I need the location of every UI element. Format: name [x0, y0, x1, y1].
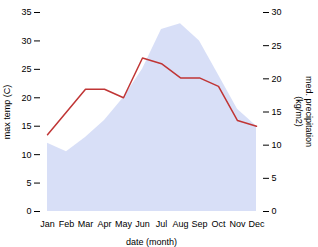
svg-text:25: 25	[272, 41, 282, 51]
svg-text:Jul: Jul	[156, 219, 168, 229]
svg-text:Mar: Mar	[78, 219, 94, 229]
svg-text:0: 0	[272, 206, 277, 216]
svg-text:med. precipitation(kg/m2): med. precipitation(kg/m2)	[294, 76, 314, 147]
svg-text:date (month): date (month)	[126, 237, 177, 247]
svg-text:10: 10	[21, 150, 31, 160]
svg-text:15: 15	[272, 107, 282, 117]
svg-text:25: 25	[21, 64, 31, 74]
svg-text:5: 5	[272, 173, 277, 183]
svg-text:20: 20	[272, 74, 282, 84]
svg-text:20: 20	[21, 93, 31, 103]
svg-text:30: 30	[272, 7, 282, 17]
svg-text:Aug: Aug	[172, 219, 188, 229]
svg-text:0: 0	[26, 206, 31, 216]
svg-text:35: 35	[21, 7, 31, 17]
svg-text:max temp (C): max temp (C)	[2, 85, 12, 140]
svg-text:Jan: Jan	[40, 219, 55, 229]
svg-text:15: 15	[21, 121, 31, 131]
svg-text:May: May	[115, 219, 133, 229]
svg-text:Apr: Apr	[97, 219, 111, 229]
svg-text:Oct: Oct	[211, 219, 226, 229]
svg-text:Dec: Dec	[248, 219, 265, 229]
svg-text:5: 5	[26, 178, 31, 188]
svg-text:Sep: Sep	[191, 219, 207, 229]
svg-text:Nov: Nov	[229, 219, 246, 229]
svg-text:10: 10	[272, 140, 282, 150]
svg-text:Feb: Feb	[59, 219, 75, 229]
svg-text:Jun: Jun	[135, 219, 150, 229]
svg-text:30: 30	[21, 36, 31, 46]
